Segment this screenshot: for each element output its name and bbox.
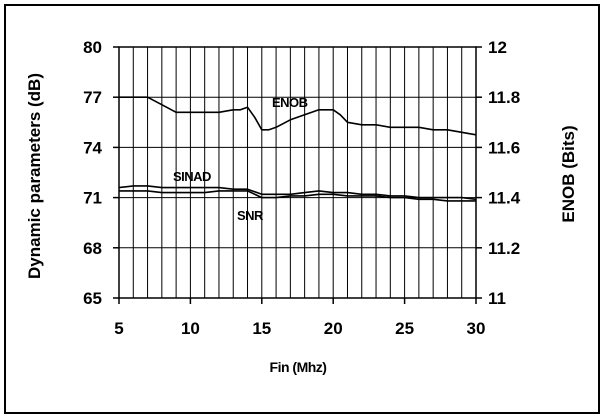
series-line-enob (119, 96, 477, 136)
series-line-sinad (118, 185, 477, 201)
x-tick-label: 25 (395, 319, 414, 338)
tick-labels: 5 10 15 20 25 30 65 68 71 74 77 80 11 11.2 11.4 11.6 11.… (83, 38, 521, 338)
y-left-tick-label: 77 (83, 88, 102, 107)
plot-area (118, 46, 477, 299)
y-axis-left-title: Dynamic parameters (dB) (25, 73, 44, 279)
y-axis-right-title: ENOB (Bits) (559, 125, 578, 222)
x-tick-label: 10 (181, 319, 200, 338)
y-right-tick-label: 11.2 (488, 239, 520, 258)
y-right-tick-label: 11.8 (488, 88, 520, 107)
series-layer (118, 96, 477, 202)
x-tick-label: 5 (114, 319, 123, 338)
x-tick-label: 30 (467, 319, 486, 338)
x-tick-label: 20 (324, 319, 343, 338)
y-right-tick-label: 11.4 (488, 189, 521, 208)
y-left-tick-label: 71 (83, 189, 102, 208)
y-left-tick-label: 80 (83, 38, 102, 57)
series-label-sinad: SINAD (173, 169, 211, 184)
y-left-tick-label: 65 (83, 289, 102, 308)
series-line-snr (119, 190, 476, 202)
series-label-enob: ENOB (272, 95, 308, 110)
chart-frame (4, 4, 600, 414)
axis-ticks (113, 46, 482, 304)
x-axis-title: Fin (Mhz) (270, 359, 327, 375)
x-tick-label: 15 (252, 319, 271, 338)
y-right-tick-label: 11 (488, 289, 506, 308)
y-right-tick-label: 12 (488, 38, 507, 57)
y-left-tick-label: 68 (83, 239, 102, 258)
y-left-tick-label: 74 (83, 138, 102, 157)
series-label-snr: SNR (237, 208, 264, 223)
y-right-tick-label: 11.6 (488, 138, 520, 157)
